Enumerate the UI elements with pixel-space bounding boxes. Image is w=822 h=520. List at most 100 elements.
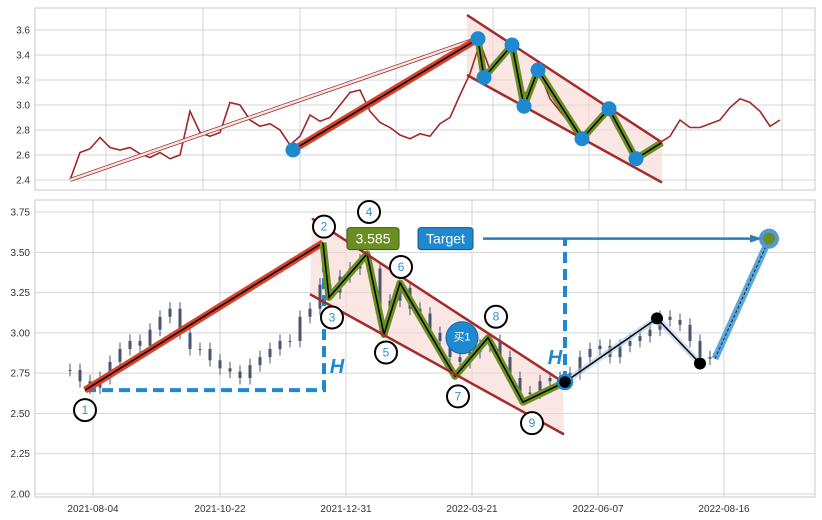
bottom-candlestick-panel: 2021-08-04 2021-10-22 2021-12-31 2022-03-21… — [11, 199, 816, 515]
bottom-y-tick-label: 3.75 — [11, 208, 31, 219]
wave-label-text: 9 — [529, 416, 536, 430]
target-leg-dashed — [714, 239, 770, 359]
candle-body — [188, 332, 192, 350]
top-wave-point — [530, 62, 546, 78]
wave-label-text: 4 — [366, 205, 373, 219]
x-tick-label: 2022-08-16 — [698, 504, 750, 515]
buy-signal-marker: 买1 — [445, 321, 479, 355]
candle-body — [308, 308, 312, 317]
top-channel-lower — [466, 73, 663, 184]
wave-label-circle — [484, 304, 508, 329]
candle-body — [648, 329, 652, 337]
wave-label-circle — [446, 384, 470, 409]
bottom-wave-core — [322, 242, 566, 404]
wave-label-9: 9 — [520, 411, 544, 436]
candle-body — [598, 345, 602, 350]
x-tick-label: 2022-06-07 — [572, 504, 624, 515]
candle-body — [498, 340, 502, 358]
candle-body — [208, 349, 212, 361]
h-label-left: H — [330, 356, 345, 378]
top-plot-area — [34, 7, 816, 191]
buy-label: 买1 — [453, 331, 470, 344]
top-wave-point — [285, 142, 301, 158]
x-tick-label: 2022-03-21 — [446, 504, 498, 515]
candle-body — [458, 357, 462, 362]
candle-body — [248, 365, 252, 379]
top-y-tick-label: 2.6 — [16, 151, 30, 162]
x-tick-label: 2021-08-04 — [67, 504, 119, 515]
target-arrowhead — [750, 234, 762, 243]
top-wave-point — [516, 98, 532, 114]
candle-body — [698, 340, 702, 358]
candle-body — [168, 308, 172, 317]
top-wave-point — [574, 131, 590, 147]
top-channel-upper — [466, 13, 663, 144]
wave-label-circle — [320, 305, 344, 330]
top-trend-core — [292, 38, 479, 151]
bottom-y-tick-label: 3.00 — [11, 328, 31, 339]
h-label-right: H — [548, 347, 563, 369]
candle-body — [198, 349, 202, 351]
top-wave-point — [601, 101, 617, 117]
price-label: 3.585 — [355, 231, 390, 247]
x-tick-label: 2021-12-31 — [320, 504, 372, 515]
top-y-tick-label: 3.6 — [16, 26, 30, 37]
candle-body — [158, 316, 162, 330]
candle-body — [688, 324, 692, 341]
forecast-point — [651, 312, 663, 325]
candle-body — [128, 340, 132, 350]
candle-body — [68, 369, 72, 371]
wave-label-circle — [312, 214, 336, 239]
wave-label-circle — [73, 398, 97, 423]
top-wave-point — [504, 37, 520, 53]
candle-body — [178, 308, 182, 333]
bottom-y-tick-label: 3.25 — [11, 288, 31, 299]
candle-body — [438, 332, 442, 341]
wave-label-2: 2 — [312, 214, 336, 239]
target-label: Target — [426, 231, 465, 247]
top-long-arrow — [69, 38, 474, 182]
candle-body — [708, 357, 712, 359]
bottom-y-tick-label: 2.00 — [11, 490, 31, 501]
wave-label-text: 1 — [82, 403, 89, 417]
candle-body — [678, 320, 682, 325]
candle-body — [518, 378, 522, 395]
bottom-trend-core — [84, 242, 324, 391]
candle-body — [318, 284, 322, 309]
candle-body — [578, 357, 582, 374]
forecast-point — [694, 357, 706, 370]
bottom-y-tick-label: 3.50 — [11, 248, 31, 259]
candle-body — [638, 336, 642, 341]
candle-body — [508, 357, 512, 379]
candle-body — [538, 381, 542, 393]
top-wave-point — [476, 70, 492, 85]
target-point — [759, 228, 779, 249]
candle-body — [228, 368, 232, 372]
bottom-y-tick-label: 2.75 — [11, 369, 31, 380]
bottom-y-tick-label: 2.25 — [11, 449, 31, 460]
candle-body — [118, 349, 122, 362]
wave-label-circle — [357, 199, 381, 224]
candle-body — [588, 349, 592, 358]
annotations: 3.585 Target 买1 H H — [330, 227, 563, 378]
wave-label-7: 7 — [446, 384, 470, 409]
candle-body — [278, 340, 282, 350]
wave-label-1: 1 — [73, 398, 97, 423]
top-wave-point — [470, 31, 486, 47]
top-y-tick-label: 3.0 — [16, 101, 30, 112]
top-y-tick-label: 2.8 — [16, 126, 30, 137]
wave-label-circle — [374, 340, 398, 365]
candle-body — [78, 369, 82, 382]
bottom-y-tick-label: 2.50 — [11, 409, 31, 420]
candle-body — [108, 361, 112, 379]
candle-body — [528, 392, 532, 395]
h-measure-dashed-left — [85, 242, 326, 393]
candle-body — [428, 313, 432, 333]
candle-body — [138, 340, 142, 346]
candle-body — [268, 349, 272, 358]
candle-body — [148, 329, 152, 346]
wave-label-text: 5 — [383, 346, 390, 360]
wave-label-6: 6 — [389, 254, 413, 279]
candle-body — [628, 340, 632, 346]
